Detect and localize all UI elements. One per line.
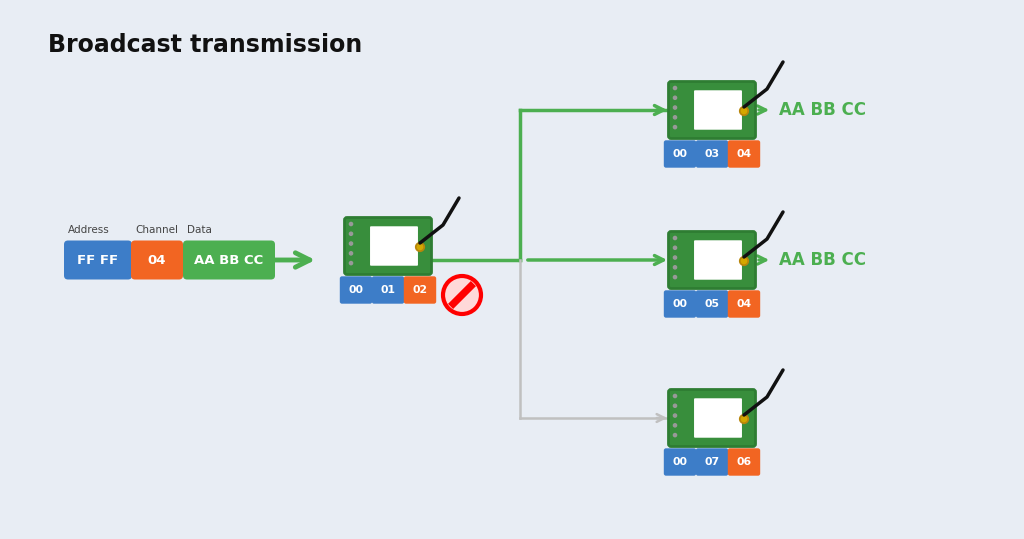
Text: 04: 04 [736,149,752,159]
Circle shape [443,276,481,314]
FancyBboxPatch shape [694,240,742,280]
Text: 03: 03 [705,149,720,159]
Text: 06: 06 [736,457,752,467]
Bar [449,281,476,309]
Circle shape [674,275,677,279]
Circle shape [349,252,352,255]
FancyBboxPatch shape [694,90,742,130]
Text: 00: 00 [673,149,687,159]
Circle shape [674,404,677,407]
Text: 00: 00 [673,457,687,467]
FancyBboxPatch shape [372,277,404,303]
Text: 05: 05 [705,299,720,309]
Text: Data: Data [187,225,212,235]
Circle shape [416,243,424,251]
FancyBboxPatch shape [694,398,742,438]
Circle shape [443,276,481,314]
Circle shape [741,417,746,421]
FancyBboxPatch shape [131,240,183,280]
Text: 02: 02 [413,285,428,295]
Text: Channel: Channel [135,225,178,235]
FancyBboxPatch shape [664,448,696,476]
Circle shape [674,237,677,240]
FancyBboxPatch shape [728,291,760,317]
Circle shape [674,395,677,398]
FancyBboxPatch shape [340,277,372,303]
Circle shape [674,414,677,417]
Text: 04: 04 [736,299,752,309]
Text: 07: 07 [705,457,720,467]
FancyBboxPatch shape [695,448,728,476]
Circle shape [418,244,423,250]
FancyBboxPatch shape [344,218,431,274]
Circle shape [739,107,749,115]
Text: 04: 04 [147,253,166,266]
Circle shape [674,106,677,109]
FancyBboxPatch shape [664,291,696,317]
Circle shape [349,223,352,226]
FancyBboxPatch shape [63,240,132,280]
Circle shape [674,266,677,269]
Text: Broadcast transmission: Broadcast transmission [48,33,362,57]
Circle shape [739,414,749,424]
Text: 00: 00 [348,285,364,295]
Circle shape [674,96,677,99]
Text: AA BB CC: AA BB CC [779,251,866,269]
Circle shape [674,86,677,89]
Text: 01: 01 [381,285,395,295]
FancyBboxPatch shape [695,291,728,317]
Text: AA BB CC: AA BB CC [195,253,263,266]
Text: AA BB CC: AA BB CC [779,101,866,119]
Circle shape [674,116,677,119]
FancyBboxPatch shape [695,140,728,168]
FancyBboxPatch shape [669,231,756,288]
FancyBboxPatch shape [370,226,418,266]
Text: Address: Address [68,225,110,235]
Circle shape [741,258,746,264]
Circle shape [349,242,352,245]
Circle shape [674,246,677,250]
Circle shape [739,257,749,265]
Circle shape [674,433,677,437]
FancyBboxPatch shape [669,390,756,446]
Circle shape [674,424,677,427]
Circle shape [674,256,677,259]
FancyBboxPatch shape [403,277,436,303]
FancyBboxPatch shape [728,140,760,168]
Circle shape [674,126,677,129]
Circle shape [741,108,746,114]
Circle shape [349,261,352,265]
Text: 00: 00 [673,299,687,309]
FancyBboxPatch shape [183,240,275,280]
FancyBboxPatch shape [664,140,696,168]
FancyBboxPatch shape [728,448,760,476]
FancyBboxPatch shape [669,81,756,139]
Text: FF FF: FF FF [78,253,119,266]
Circle shape [349,232,352,236]
